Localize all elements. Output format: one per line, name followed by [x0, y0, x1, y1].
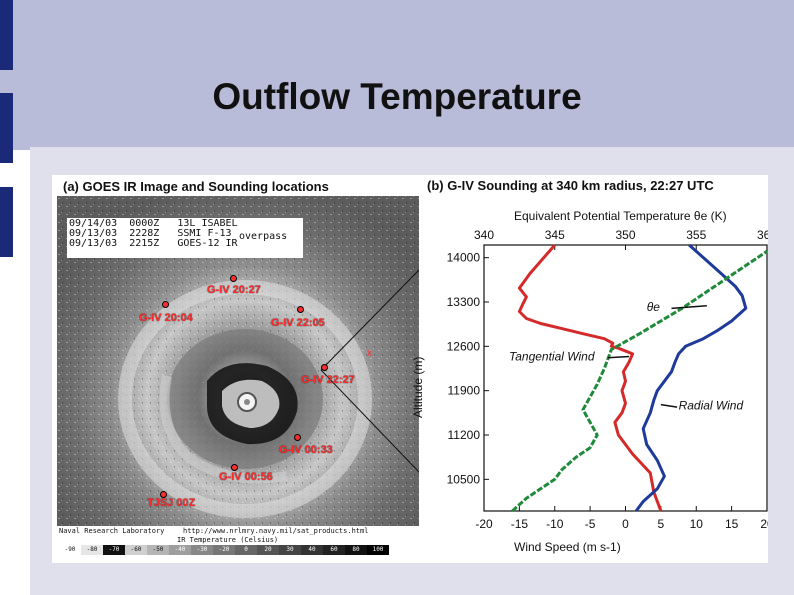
- colorbar: -90 -80 -70 -60 -50 -40 -30 -20 0 20 30 40 60 80 100: [59, 545, 389, 555]
- ir-image-graphic: [57, 196, 420, 556]
- panel-b-title: (b) G-IV Sounding at 340 km radius, 22:2…: [427, 178, 714, 193]
- x-tick-label: 20: [760, 517, 768, 531]
- series-line: [511, 250, 768, 513]
- overlay-line: 09/14/03 0000Z 13L ISABEL: [69, 218, 238, 229]
- colorbar-cell: -70: [103, 545, 125, 555]
- x2-tick-label: 350: [615, 228, 635, 242]
- satellite-info-overlay: 09/14/03 0000Z 13L ISABEL 09/13/03 2228Z…: [67, 218, 303, 258]
- colorbar-cell: 60: [323, 545, 345, 555]
- x-tick-label: 15: [725, 517, 739, 531]
- footer-product-url: http://www.nrlmry.navy.mil/sat_products.…: [183, 527, 369, 535]
- tangential-annotation: Tangential Wind: [509, 349, 595, 363]
- footer-credit: Naval Research Laboratory: [59, 527, 165, 535]
- location-label: G-IV 20:27: [207, 284, 261, 296]
- annotation-arrow: [671, 305, 707, 310]
- y-tick-label: 14000: [447, 251, 481, 265]
- header-band: [0, 0, 794, 150]
- annotation-arrow: [660, 403, 678, 408]
- annotation-arrow: [607, 355, 630, 359]
- colorbar-cell: 80: [345, 545, 367, 555]
- y-tick-label: 10500: [447, 472, 481, 486]
- y-axis-label: Altitude (m): [411, 357, 425, 418]
- colorbar-cell: 30: [279, 545, 301, 555]
- location-marker: [230, 275, 237, 282]
- colorbar-cell: -40: [169, 545, 191, 555]
- location-label: G-IV 00:56: [219, 471, 273, 483]
- location-label: TJSJ 00Z: [147, 497, 196, 509]
- location-marker: [321, 364, 328, 371]
- accent-bar: [0, 187, 13, 257]
- accent-bar: [0, 0, 13, 70]
- slide-title: Outflow Temperature: [212, 76, 582, 117]
- location-label: G-IV 00:33: [279, 444, 333, 456]
- overlay-line: 09/13/03 2215Z GOES-12 IR: [69, 238, 238, 249]
- x-tick-label: 10: [690, 517, 704, 531]
- colorbar-cell: 40: [301, 545, 323, 555]
- y-tick-label: 12600: [447, 339, 481, 353]
- colorbar-cell: -50: [147, 545, 169, 555]
- x-axis-label: Wind Speed (m s-1): [514, 540, 621, 554]
- location-marker: [294, 434, 301, 441]
- colorbar-cell: -20: [213, 545, 235, 555]
- y-tick-label: 11900: [448, 384, 481, 398]
- theta-e-annotation: θe: [647, 300, 661, 314]
- x2-tick-label: 355: [686, 228, 706, 242]
- x2-tick-label: 360: [757, 228, 768, 242]
- location-marker: [231, 464, 238, 471]
- colorbar-cell: -80: [81, 545, 103, 555]
- series-line: [517, 244, 663, 512]
- colorbar-cell: -90: [59, 545, 81, 555]
- sounding-chart: -20 -15 -10 -5 0 5 10 15 20 340 345 350 355 360 10500 1…: [411, 209, 768, 554]
- x-tick-label: 5: [658, 517, 665, 531]
- x-tick-label: -10: [546, 517, 564, 531]
- colorbar-cell: 0: [235, 545, 257, 555]
- x2-tick-label: 340: [474, 228, 494, 242]
- colorbar-cell: -30: [191, 545, 213, 555]
- colorbar-cell: 20: [257, 545, 279, 555]
- location-marker: [160, 491, 167, 498]
- x-tick-label: -5: [585, 517, 596, 531]
- y-tick-label: 11200: [448, 428, 481, 442]
- location-label: G-IV 22:05: [271, 317, 325, 329]
- series-line: [634, 243, 748, 512]
- overlay-line: 09/13/03 2228Z SSMI F-13: [69, 228, 232, 239]
- colorbar-cell: 100: [367, 545, 389, 555]
- radial-annotation: Radial Wind: [679, 399, 744, 413]
- figure: (a) GOES IR Image and Sounding locations: [52, 175, 768, 563]
- x-tick-label: -20: [475, 517, 493, 531]
- overpass-label: overpass: [239, 231, 288, 242]
- x2-tick-label: 345: [545, 228, 565, 242]
- x-tick-label: 0: [622, 517, 629, 531]
- satellite-footer: Naval Research Laboratory http://www.nrl…: [57, 526, 419, 556]
- location-marker: [162, 301, 169, 308]
- x-tick-label: -15: [511, 517, 529, 531]
- satellite-ir-image: 09/14/03 0000Z 13L ISABEL 09/13/03 2228Z…: [57, 196, 420, 556]
- y-tick-label: 13300: [447, 295, 481, 309]
- location-label: G-IV 20:04: [139, 312, 193, 324]
- x-marker: x: [367, 348, 372, 359]
- location-marker: [297, 306, 304, 313]
- colorbar-label: IR Temperature (Celsius): [177, 536, 279, 544]
- x2-axis-label: Equivalent Potential Temperature θe (K): [514, 209, 727, 223]
- location-label: G-IV 22:27: [301, 374, 355, 386]
- accent-bar: [0, 93, 13, 163]
- panel-a-title: (a) GOES IR Image and Sounding locations: [63, 179, 329, 194]
- colorbar-cell: -60: [125, 545, 147, 555]
